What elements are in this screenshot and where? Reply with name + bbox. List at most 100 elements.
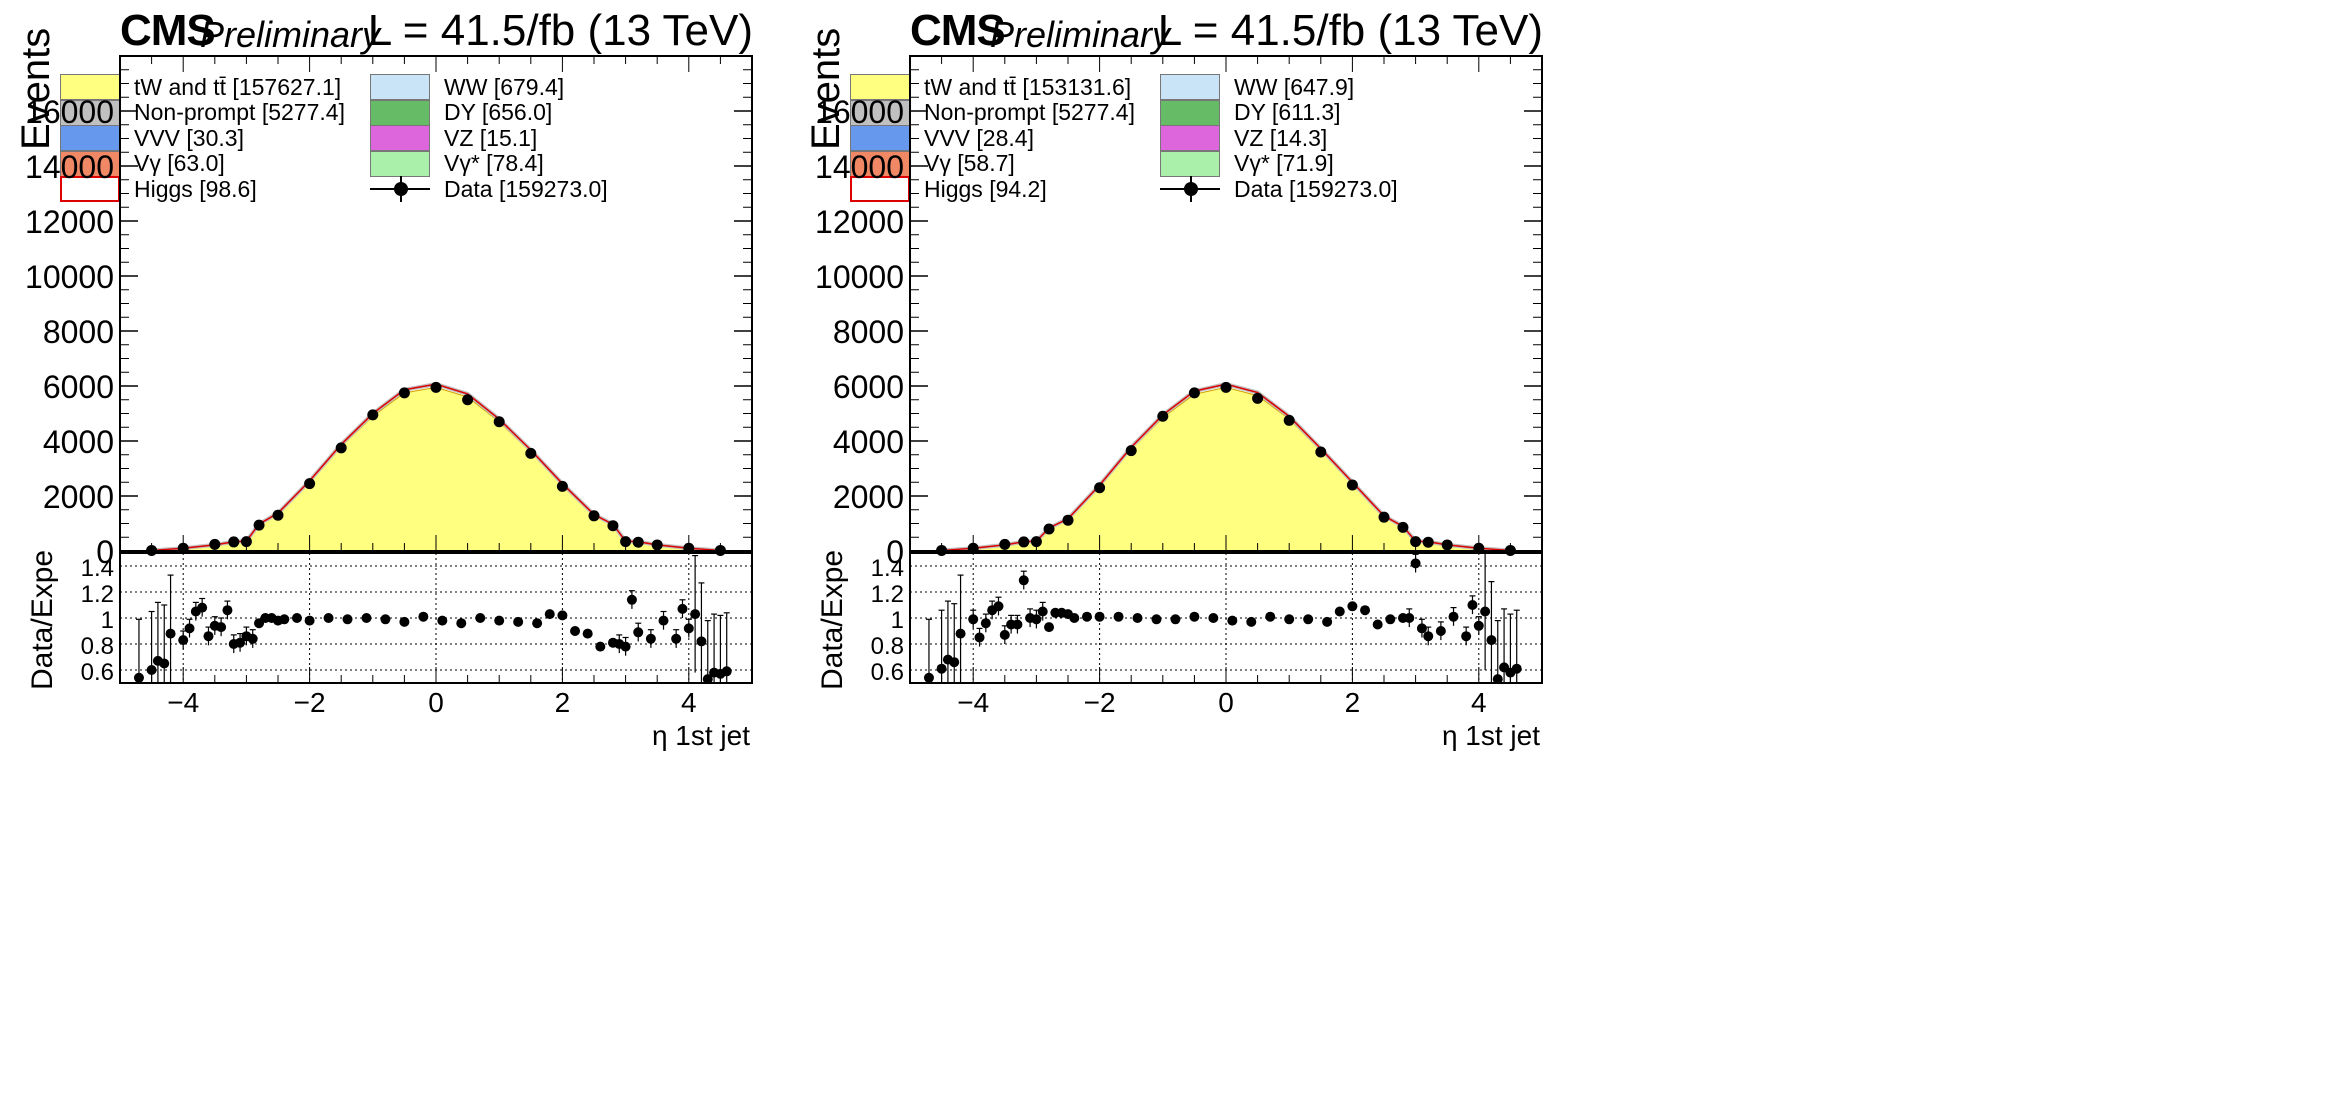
y-tick-label: 6000	[43, 369, 114, 405]
ratio-point	[949, 657, 960, 668]
x-tick-label: 2	[555, 687, 571, 718]
data-point	[228, 536, 240, 548]
ratio-point	[1044, 622, 1055, 633]
ratio-point	[178, 635, 189, 646]
experiment-label: CMS	[120, 6, 216, 55]
data-point	[1125, 445, 1137, 457]
legend-label: VVV [30.3]	[134, 124, 244, 151]
ratio-point	[1208, 613, 1219, 623]
ratio-point	[304, 615, 315, 626]
data-point	[525, 447, 537, 459]
data-point	[632, 536, 644, 548]
ratio-point	[1069, 613, 1080, 623]
y-tick-label: 2000	[43, 479, 114, 515]
legend-label: DY [656.0]	[444, 99, 553, 125]
data-point	[462, 394, 474, 406]
ratio-point	[494, 615, 505, 626]
ratio-point	[1151, 614, 1162, 625]
ratio-point	[1246, 616, 1257, 627]
ratio-point	[133, 672, 144, 683]
ratio-tick-label: 1	[891, 607, 904, 634]
ratio-point	[936, 663, 947, 674]
data-point	[304, 478, 316, 490]
legend-label: WW [647.9]	[1234, 73, 1355, 100]
ratio-point	[146, 665, 157, 675]
y-tick-label: 0	[96, 534, 114, 570]
ratio-point	[1473, 620, 1484, 631]
lumi-label: L = 41.5/fb (13 TeV)	[1157, 6, 1543, 55]
legend-swatch	[370, 150, 430, 177]
legend-item: Vγ* [78.4]	[370, 149, 544, 179]
y-tick-label: 8000	[43, 314, 114, 350]
data-point	[493, 416, 505, 428]
ratio-point	[361, 613, 372, 623]
legend-label: Vγ [58.7]	[924, 150, 1015, 176]
data-point	[1346, 479, 1358, 491]
data-point	[588, 510, 600, 522]
ratio-point	[1385, 614, 1396, 625]
ratio-point	[1132, 613, 1143, 623]
ratio-point	[399, 616, 410, 627]
legend-item: Vγ [58.7]	[850, 149, 1015, 179]
legend-label: DY [611.3]	[1234, 99, 1341, 125]
ratio-point	[165, 628, 176, 639]
y-tick-label: 14000	[25, 149, 114, 185]
ratio-point	[437, 615, 448, 626]
legend-item: WW [647.9]	[1160, 72, 1354, 102]
legend-swatch	[370, 125, 430, 151]
legend-swatch	[850, 150, 910, 177]
status-label: Preliminary	[200, 14, 381, 55]
ratio-tick-label: 0.6	[81, 659, 114, 686]
legend-item: tW and tt̄ [157627.1]	[60, 72, 341, 102]
legend-item: VVV [28.4]	[850, 123, 1034, 153]
ratio-point	[216, 622, 227, 633]
ratio-point	[1113, 611, 1124, 622]
ratio-point	[557, 610, 568, 621]
legend-item: Higgs [94.2]	[850, 174, 1047, 204]
ratio-point	[1018, 575, 1029, 586]
ratio-point	[582, 628, 593, 639]
ratio-point	[658, 615, 669, 626]
data-point	[607, 520, 619, 532]
data-point	[1397, 521, 1409, 533]
ratio-point	[645, 633, 656, 644]
ratio-point	[197, 602, 208, 613]
legend-item: Vγ [63.0]	[60, 149, 225, 179]
stack-area	[119, 386, 753, 552]
y-tick-label: 2000	[833, 479, 904, 515]
ratio-point	[1511, 663, 1522, 674]
stack-area	[909, 386, 1543, 552]
ratio-point	[968, 614, 979, 625]
ratio-point	[1334, 606, 1345, 617]
legend-swatch	[370, 176, 430, 202]
y-tick-label: 0	[886, 534, 904, 570]
legend-label: tW and tt̄ [157627.1]	[134, 73, 342, 100]
ratio-tick-label: 1.2	[81, 581, 114, 608]
legend-label: Vγ* [78.4]	[444, 150, 544, 176]
legend-swatch	[60, 74, 120, 100]
legend-label: tW and tt̄ [153131.6]	[924, 73, 1132, 100]
ratio-point	[1189, 611, 1200, 622]
data-point	[1422, 536, 1434, 548]
ratio-point	[974, 632, 985, 643]
right-plot: CMS Preliminary L = 41.5/fb (13 TeV) Eve…	[790, 0, 1953, 1116]
legend-item: tW and tt̄ [153131.6]	[850, 72, 1131, 102]
ratio-point	[1094, 611, 1105, 622]
legend-item: VZ [14.3]	[1160, 123, 1327, 153]
ratio-point	[570, 626, 581, 636]
ratio-point	[633, 627, 644, 638]
data-point	[1283, 414, 1295, 426]
lumi-label: L = 41.5/fb (13 TeV)	[367, 6, 753, 55]
ratio-point	[1347, 601, 1358, 612]
legend-label: Non-prompt [5277.4]	[924, 99, 1135, 125]
ratio-point	[1486, 635, 1497, 646]
ratio-tick-label: 1.4	[81, 555, 114, 582]
ratio-point	[1227, 615, 1238, 626]
data-point	[1188, 387, 1200, 399]
ratio-tick-label: 0.6	[871, 659, 904, 686]
ratio-point	[203, 631, 214, 642]
y-tick-label: 6000	[833, 369, 904, 405]
y-tick-label: 12000	[815, 204, 904, 240]
ratio-tick-label: 0.8	[871, 633, 904, 660]
data-point	[1410, 536, 1422, 548]
